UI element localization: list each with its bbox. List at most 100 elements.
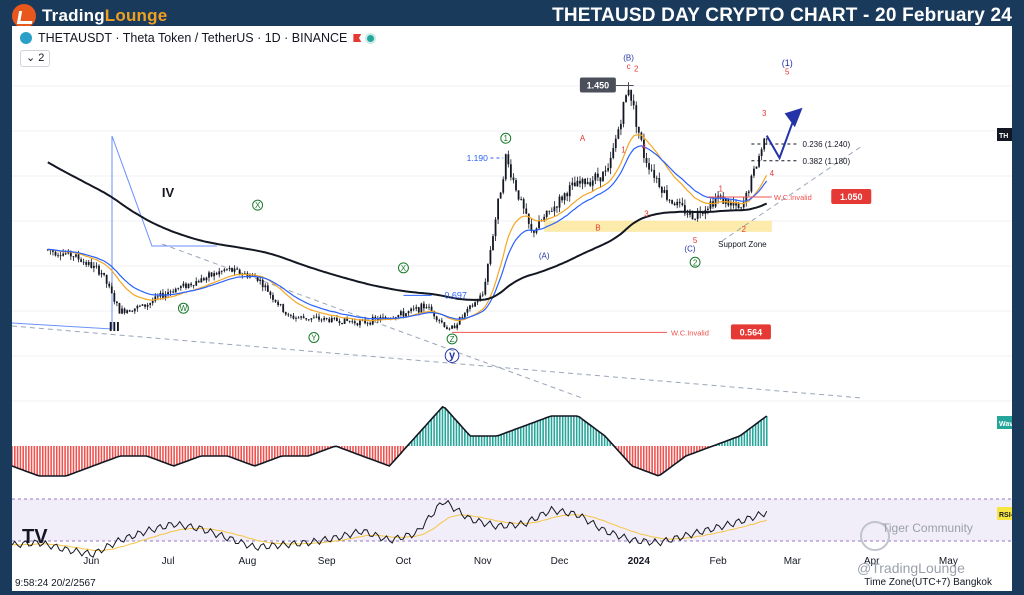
candle-body [694, 218, 697, 220]
candle-body [69, 251, 72, 257]
candle-body [443, 322, 446, 328]
candle-body [584, 178, 586, 185]
candle-body [676, 201, 679, 206]
candle-body [300, 316, 303, 318]
candle [264, 283, 267, 291]
indicator-toggle[interactable]: ⌄ 2 [20, 50, 51, 67]
candle [714, 193, 717, 208]
candle [566, 191, 569, 202]
candle [666, 184, 668, 202]
candle [553, 201, 556, 217]
candle-body [197, 281, 200, 283]
candle [630, 89, 633, 106]
candle-body [156, 296, 159, 298]
candle [453, 322, 456, 329]
candle-body [596, 173, 599, 178]
candle [481, 291, 484, 298]
candle [706, 206, 709, 215]
candle-body [346, 318, 349, 321]
candle-body [231, 267, 233, 272]
candle-body [261, 279, 264, 288]
symbol-legend[interactable]: THETAUSDT · Theta Token / TetherUS · 1D … [20, 31, 375, 45]
candle [328, 317, 331, 323]
candle [197, 279, 200, 283]
time-tick-label: Nov [474, 556, 492, 567]
candle [208, 270, 210, 282]
candle-body [563, 193, 566, 201]
candle [517, 190, 520, 201]
candle-body [72, 256, 75, 258]
candle-body [602, 171, 604, 182]
wave-label-y-circle [308, 332, 320, 343]
candle-body [402, 311, 405, 317]
candle [346, 316, 349, 322]
candle [563, 192, 566, 205]
candle [535, 227, 538, 235]
wave-label-iii: III [109, 319, 120, 334]
candle [85, 260, 88, 268]
candle [561, 195, 563, 203]
candle-body [195, 281, 198, 286]
wave-label-2-green: 2 [693, 258, 698, 267]
candle-body [369, 322, 372, 325]
flag-icon[interactable] [353, 34, 362, 42]
candle-body [87, 262, 90, 265]
candle [307, 319, 310, 322]
level-badge-1050 [831, 188, 872, 204]
candle [515, 177, 517, 192]
candle [369, 321, 372, 326]
candle [678, 198, 681, 208]
candle-body [486, 263, 489, 282]
candle-body [277, 301, 279, 305]
theta-icon [20, 32, 32, 44]
wave-label-iv: IV [162, 185, 175, 200]
candle-body [489, 250, 492, 264]
candle-body [333, 317, 336, 319]
candle-body [453, 325, 456, 329]
candle [458, 316, 461, 326]
candle-body [696, 210, 699, 219]
candle-body [561, 196, 563, 201]
candle [599, 177, 602, 188]
candle [90, 258, 93, 269]
candle-body [302, 316, 305, 319]
candle [410, 307, 413, 314]
candle-body [126, 310, 129, 313]
candle-body [85, 262, 88, 265]
candle-body [75, 254, 77, 257]
candle [471, 303, 474, 308]
rsi-tag: RSI- [999, 512, 1012, 519]
wave-label-1-paren: (1) [782, 58, 793, 68]
candle [187, 283, 190, 289]
candle-body [502, 179, 505, 193]
candle-body [678, 201, 681, 204]
candle-body [609, 157, 612, 169]
candle-body [92, 265, 95, 268]
candle [448, 327, 451, 331]
candle [223, 267, 226, 273]
candle-body [90, 262, 93, 268]
candle [620, 119, 622, 136]
candle [753, 165, 755, 179]
price-chart[interactable]: 1.450 1.190 0.697 W.C.Invalid 1.050 W.C.Inval… [12, 26, 1012, 591]
candle-body [691, 211, 694, 220]
candle-body [305, 318, 308, 320]
candle [59, 250, 62, 261]
candle-body [645, 157, 648, 164]
wave-label-a: (A) [539, 251, 550, 260]
candle [617, 126, 620, 140]
candle-body [492, 236, 494, 251]
candle-body [338, 321, 341, 323]
candle-body [264, 285, 267, 288]
trend-icon [12, 4, 36, 28]
candle-body [154, 296, 157, 302]
timezone-label[interactable]: Time Zone(UTC+7) Bangkok [864, 577, 992, 588]
candle [548, 210, 551, 215]
candle-body [251, 275, 254, 276]
candle [376, 315, 379, 324]
candle-body [630, 89, 633, 101]
wave-label-c: (C) [684, 244, 695, 253]
candle-body [351, 321, 354, 323]
candle [100, 269, 103, 278]
chart-panel[interactable]: 1.450 1.190 0.697 W.C.Invalid 1.050 W.C.Inval… [12, 26, 1012, 591]
